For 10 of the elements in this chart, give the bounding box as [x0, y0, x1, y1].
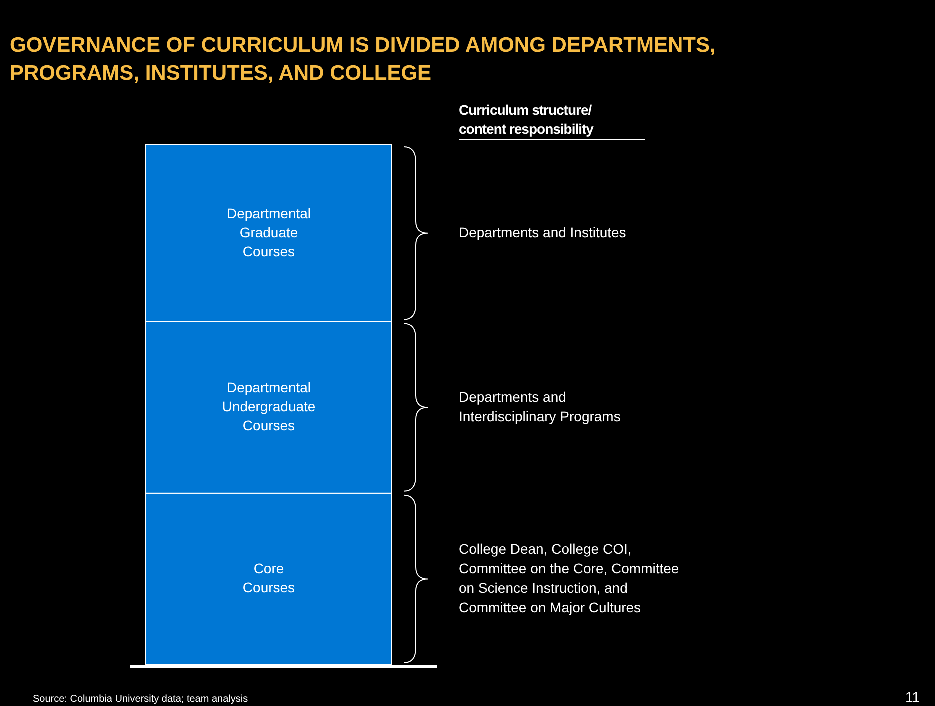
series-label: Departmental Graduate Courses	[226, 205, 312, 260]
series-label: Departmental Undergraduate Courses	[222, 379, 316, 434]
chart-title: GOVERNANCE OF CURRICULUM IS DIVIDED AMONG DEPARTMENTS, PROGRAMS, INSTITUTES, AND COLLEGE	[10, 34, 716, 85]
text: 11	[905, 689, 920, 705]
text: College Dean, College COI, Committee on the Core, Committee on Science Instruction, and Committee on Major Cultures	[459, 540, 680, 616]
text: Curriculum structure/ content responsibility	[459, 102, 594, 137]
series-label: Core Courses	[242, 560, 296, 596]
source-note: Source: Columbia University data; team analysis	[33, 694, 248, 705]
text: Departments and Institutes	[459, 224, 626, 240]
text: Departments and Interdisciplinary Programs	[459, 388, 621, 424]
